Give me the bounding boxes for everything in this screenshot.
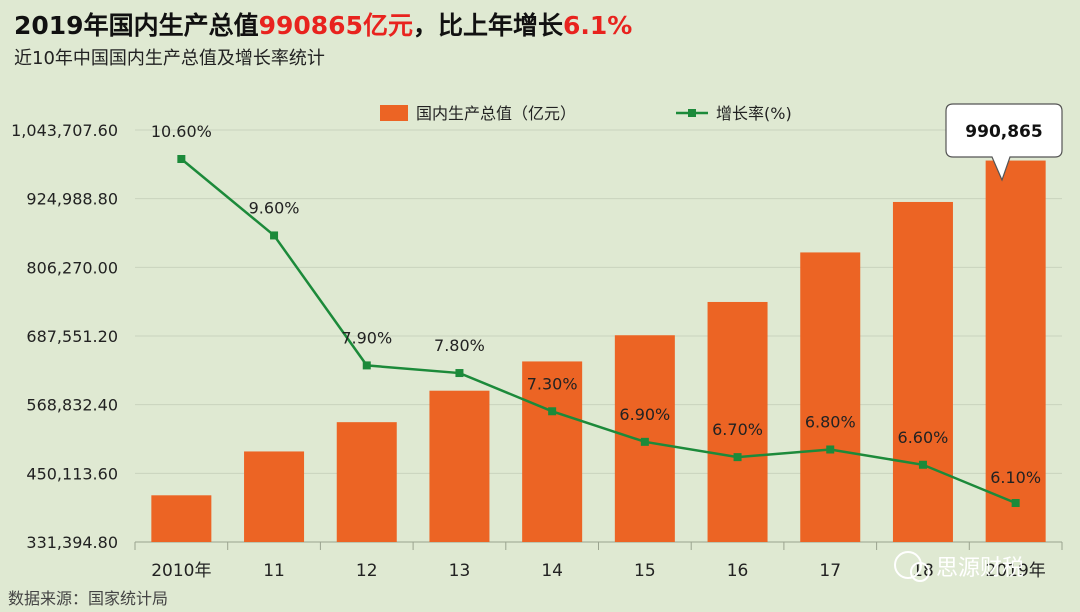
y-tick-label: 687,551.20 xyxy=(26,327,118,346)
source-note: 数据来源：国家统计局 xyxy=(8,589,168,608)
title-rate: 6.1% xyxy=(563,11,632,40)
legend-bar-swatch xyxy=(380,105,408,121)
growth-data-label: 6.70% xyxy=(712,420,763,439)
title-prefix: 2019年国内生产总值 xyxy=(14,11,259,40)
x-tick-label: 2019年 xyxy=(986,561,1046,581)
x-tick-label: 15 xyxy=(634,561,656,581)
growth-line-group xyxy=(177,155,1020,507)
growth-line xyxy=(180,158,1017,505)
growth-point xyxy=(455,369,464,378)
x-tick-label: 2010年 xyxy=(151,561,211,581)
x-tick-label: 12 xyxy=(356,561,378,581)
growth-data-label: 6.60% xyxy=(898,428,949,447)
y-tick-label: 924,988.80 xyxy=(26,190,118,209)
y-tick-label: 450,113.60 xyxy=(26,464,118,483)
value-callout: 990,865 xyxy=(945,103,1063,182)
gdp-bar xyxy=(336,422,397,542)
watermark-text: 思源财税 xyxy=(936,556,1024,581)
growth-data-label: 6.80% xyxy=(805,412,856,431)
gdp-bar xyxy=(244,451,305,542)
legend-line-marker xyxy=(688,109,696,117)
legend: 国内生产总值（亿元） 增长率(%) xyxy=(380,104,792,123)
gdp-bar xyxy=(429,390,490,542)
callout-text: 990,865 xyxy=(965,122,1042,142)
gdp-bar xyxy=(707,301,768,542)
growth-data-label: 7.30% xyxy=(527,374,578,393)
x-tick-label: 17 xyxy=(819,561,841,581)
watermark: 思源财税 xyxy=(894,551,1024,582)
title-value: 990865亿元 xyxy=(259,11,413,40)
y-tick-label: 568,832.40 xyxy=(26,396,118,415)
growth-point xyxy=(733,453,742,462)
x-tick-label: 13 xyxy=(449,561,471,581)
bars xyxy=(151,160,1046,542)
page-subtitle: 近10年中国国内生产总值及增长率统计 xyxy=(14,48,325,69)
x-axis-ticks: 2010年 11 12 13 14 15 16 17 18 2019年 xyxy=(151,561,1046,581)
growth-labels: 10.60% 9.60% 7.90% 7.80% 7.30% 6.90% 6.70% 6.80… xyxy=(151,122,1041,487)
growth-data-label: 7.80% xyxy=(434,336,485,355)
y-axis-ticks: 331,394.80 450,113.60 568,832.40 687,551.20… xyxy=(11,121,118,552)
growth-point xyxy=(640,437,649,446)
page-title: 2019年国内生产总值990865亿元，比上年增长6.1% xyxy=(14,11,632,40)
callout-bubble xyxy=(945,103,1063,182)
growth-data-label: 10.60% xyxy=(151,122,212,141)
growth-data-label: 9.60% xyxy=(249,198,300,217)
gdp-bar xyxy=(522,361,583,542)
y-tick-label: 1,043,707.60 xyxy=(11,121,118,140)
x-tick-label: 14 xyxy=(541,561,563,581)
growth-data-label: 7.90% xyxy=(341,328,392,347)
gdp-bar xyxy=(985,160,1046,542)
growth-point xyxy=(918,460,927,469)
wechat-icon-small xyxy=(910,562,930,582)
legend-bar-label: 国内生产总值（亿元） xyxy=(416,104,576,123)
growth-point xyxy=(1011,499,1020,507)
y-tick-label: 806,270.00 xyxy=(26,258,118,277)
gdp-bar xyxy=(892,201,953,542)
y-tick-label: 331,394.80 xyxy=(26,533,118,552)
wechat-icon xyxy=(894,551,922,579)
x-tick-label: 11 xyxy=(263,561,285,581)
growth-point xyxy=(177,155,186,163)
growth-point xyxy=(826,445,835,454)
growth-point xyxy=(548,407,557,416)
x-tick-label: 16 xyxy=(727,561,749,581)
legend-line-label: 增长率(%) xyxy=(716,104,792,123)
title-middle: ，比上年增长 xyxy=(413,11,564,40)
gdp-bar xyxy=(151,495,212,542)
gdp-bar xyxy=(800,252,861,542)
growth-point xyxy=(270,231,279,240)
growth-data-label: 6.90% xyxy=(619,405,670,424)
growth-point xyxy=(362,361,371,370)
growth-data-label: 6.10% xyxy=(990,468,1041,487)
